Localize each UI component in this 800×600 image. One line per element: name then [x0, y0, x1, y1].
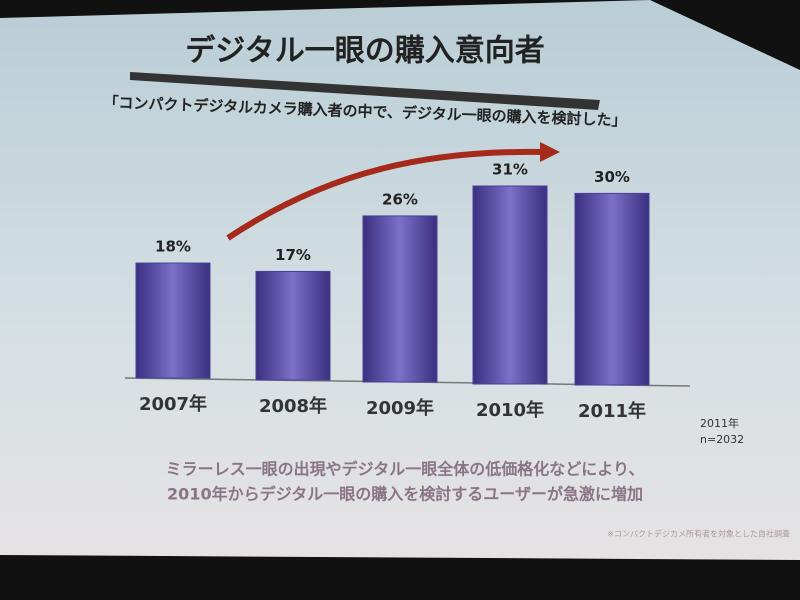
annotation: 2011年: [700, 416, 739, 430]
bar: [362, 215, 438, 383]
x-tick-label: 2008年: [259, 395, 327, 417]
value-label: 30%: [594, 168, 630, 186]
x-tick-label: 2007年: [139, 393, 207, 415]
title-underline: [130, 72, 600, 110]
x-tick-label: 2011年: [578, 400, 646, 422]
value-label: 31%: [492, 161, 528, 179]
caption: ミラーレス一眼の出現やデジタル一眼全体の低価格化などにより、: [166, 460, 645, 479]
annotation: n=2032: [700, 433, 744, 446]
value-label: 17%: [275, 246, 311, 264]
value-label: 26%: [382, 190, 418, 208]
x-tick-label: 2010年: [476, 399, 544, 421]
chart-title: デジタル一眼の購入意向者: [185, 34, 544, 69]
bar: [255, 270, 331, 381]
caption: 2010年からデジタル一眼の購入を検討するユーザーが急激に増加: [167, 485, 643, 504]
bar: [574, 192, 650, 386]
bar: [472, 185, 548, 385]
x-tick-label: 2009年: [366, 397, 434, 419]
bar: [135, 262, 211, 379]
value-label: 18%: [155, 238, 191, 256]
footnote: ※コンパクトデジカメ所有者を対象とした自社調査: [607, 529, 790, 539]
trend-arrowhead: [540, 142, 560, 162]
trend-arrow: [226, 148, 546, 241]
